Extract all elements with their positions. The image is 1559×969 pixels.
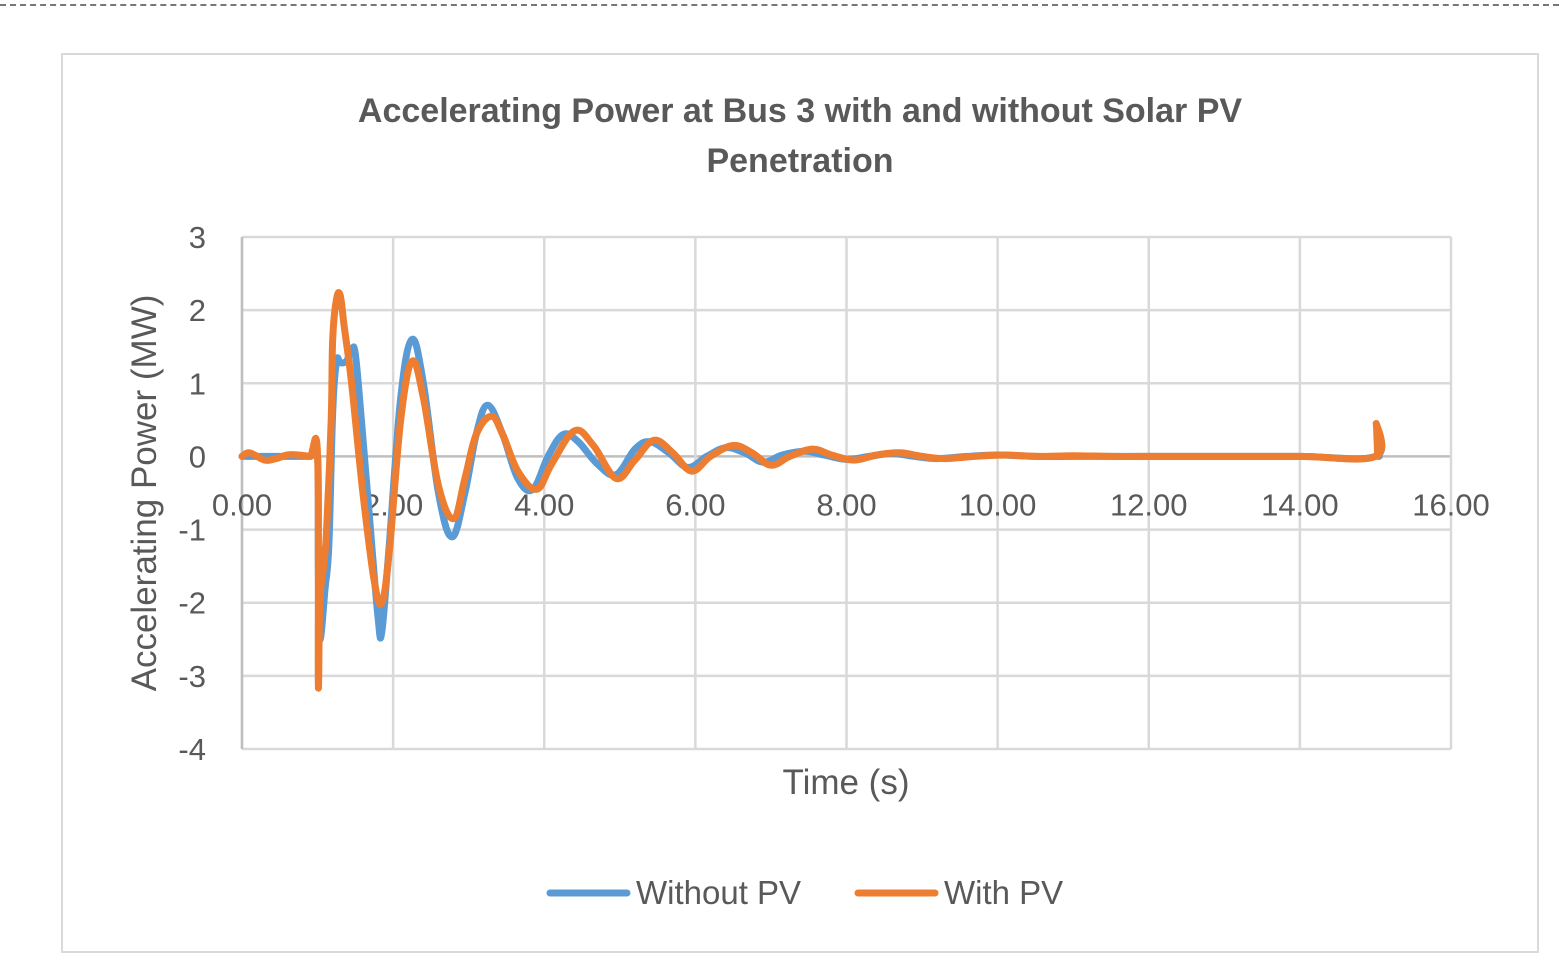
chart-area	[61, 53, 1539, 953]
gridlines	[240, 235, 1453, 751]
x-tick-label: 14.00	[1261, 487, 1339, 522]
x-axis-title: Time (s)	[782, 763, 909, 802]
y-tick-label: -2	[178, 586, 206, 621]
x-tick-label: 6.00	[665, 487, 725, 522]
y-tick-label: 2	[189, 293, 206, 328]
y-tick-label: 1	[189, 366, 206, 401]
y-tick-label: -3	[178, 659, 206, 694]
x-tick-label: 10.00	[959, 487, 1037, 522]
y-tick-label: -4	[178, 732, 206, 767]
chart-title-line-2: Penetration	[706, 142, 893, 180]
x-axis-ticks: 0.00 2.00 4.00 6.00 8.00 10.00 12.00 14.00 16.00	[212, 487, 1490, 522]
legend-item-without-pv[interactable]: Without PV	[546, 874, 801, 911]
y-tick-label: -1	[178, 513, 206, 548]
y-axis-ticks: 3 2 1 0 -1 -2 -3 -4	[178, 220, 206, 767]
x-tick-label: 16.00	[1412, 487, 1490, 522]
legend-item-with-pv[interactable]: With PV	[854, 874, 1063, 911]
legend-label-without-pv: Without PV	[636, 874, 801, 911]
data-series	[238, 289, 1386, 692]
legend-label-with-pv: With PV	[944, 874, 1063, 911]
legend: Without PV With PV	[546, 874, 1063, 911]
y-axis-title: Accelerating Power (MW)	[125, 295, 164, 692]
chart-title-line-1: Accelerating Power at Bus 3 with and wit…	[358, 92, 1242, 130]
y-tick-label: 0	[189, 439, 206, 474]
x-tick-label: 0.00	[212, 487, 272, 522]
x-tick-label: 4.00	[514, 487, 574, 522]
x-tick-label: 12.00	[1110, 487, 1188, 522]
y-tick-label: 3	[189, 220, 206, 255]
x-tick-label: 8.00	[816, 487, 876, 522]
page-top-dashed-rule	[0, 4, 1559, 6]
series-line-with-pv	[238, 289, 1386, 692]
